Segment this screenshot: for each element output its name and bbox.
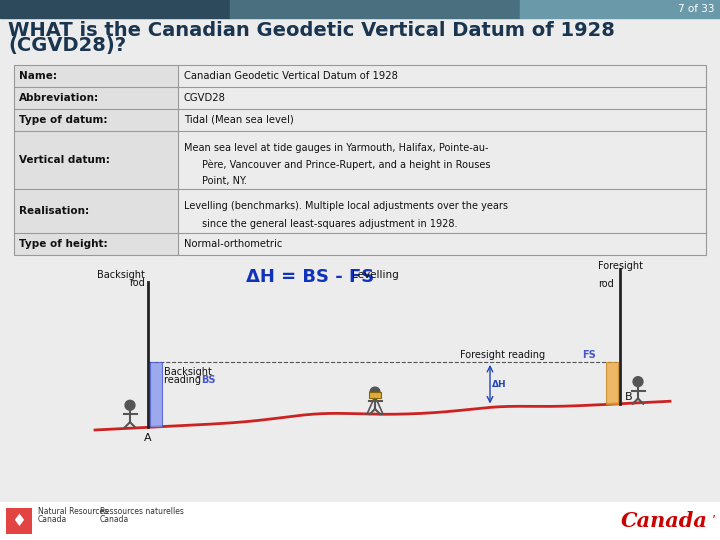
Text: since the general least-squares adjustment in 1928.: since the general least-squares adjustme… [202, 219, 457, 229]
Text: Realisation:: Realisation: [19, 206, 89, 216]
Text: Backsight: Backsight [97, 270, 145, 280]
Text: Type of height:: Type of height: [19, 239, 107, 249]
Text: ’: ’ [712, 514, 716, 526]
Text: Canada: Canada [100, 516, 130, 524]
Bar [14, 109, 178, 131]
Text: Canada: Canada [38, 516, 67, 524]
Text: Type of datum:: Type of datum: [19, 115, 107, 125]
Bar [369, 392, 381, 398]
Bar [6, 508, 32, 534]
Bar [520, 0, 720, 18]
Text: reading: reading [164, 375, 204, 385]
Text: A: A [144, 433, 152, 443]
Circle shape [633, 377, 643, 387]
Text: WHAT is the Canadian Geodetic Vertical Datum of 1928: WHAT is the Canadian Geodetic Vertical D… [8, 21, 615, 39]
Text: (CGVD28)?: (CGVD28)? [8, 37, 126, 56]
Text: Backsight: Backsight [164, 367, 212, 377]
Text: ΔH = BS - FS: ΔH = BS - FS [246, 268, 374, 286]
Bar [14, 233, 178, 255]
Text: Name:: Name: [19, 71, 57, 81]
Bar [14, 189, 178, 233]
Text: Abbreviation:: Abbreviation: [19, 93, 99, 103]
Text: Levelling: Levelling [351, 270, 398, 280]
Text: Vertical datum:: Vertical datum: [19, 155, 110, 165]
Text: ΔH: ΔH [492, 380, 507, 389]
Text: Normal-orthometric: Normal-orthometric [184, 239, 282, 249]
Text: ♦: ♦ [12, 512, 27, 530]
Text: Natural Resources: Natural Resources [38, 508, 108, 516]
Circle shape [370, 387, 380, 397]
Text: Foresight: Foresight [598, 261, 643, 271]
Bar [14, 65, 178, 87]
Text: BS: BS [201, 375, 215, 385]
Text: Canada: Canada [621, 511, 708, 531]
Bar [14, 131, 178, 189]
Text: Père, Vancouver and Prince-Rupert, and a height in Rouses: Père, Vancouver and Prince-Rupert, and a… [202, 159, 490, 170]
Bar [230, 0, 520, 18]
Bar [606, 362, 618, 404]
Text: Mean sea level at tide gauges in Yarmouth, Halifax, Pointe-au-: Mean sea level at tide gauges in Yarmout… [184, 143, 488, 153]
Text: rod: rod [130, 278, 145, 288]
Bar [14, 65, 706, 255]
Text: rod: rod [598, 279, 613, 289]
Circle shape [125, 400, 135, 410]
Bar [0, 0, 230, 18]
Text: Point, NY.: Point, NY. [202, 176, 247, 186]
Text: Foresight reading: Foresight reading [460, 350, 545, 360]
Text: B: B [625, 392, 633, 402]
Text: CGVD28: CGVD28 [184, 93, 226, 103]
Text: Ressources naturelles: Ressources naturelles [100, 508, 184, 516]
Bar [14, 87, 178, 109]
Text: Tidal (Mean sea level): Tidal (Mean sea level) [184, 115, 294, 125]
Bar [0, 502, 720, 540]
Text: Levelling (benchmarks). Multiple local adjustments over the years: Levelling (benchmarks). Multiple local a… [184, 201, 508, 211]
Text: FS: FS [582, 350, 595, 360]
Text: 7 of 33: 7 of 33 [678, 4, 714, 14]
Text: Canadian Geodetic Vertical Datum of 1928: Canadian Geodetic Vertical Datum of 1928 [184, 71, 398, 81]
Bar [150, 362, 162, 427]
